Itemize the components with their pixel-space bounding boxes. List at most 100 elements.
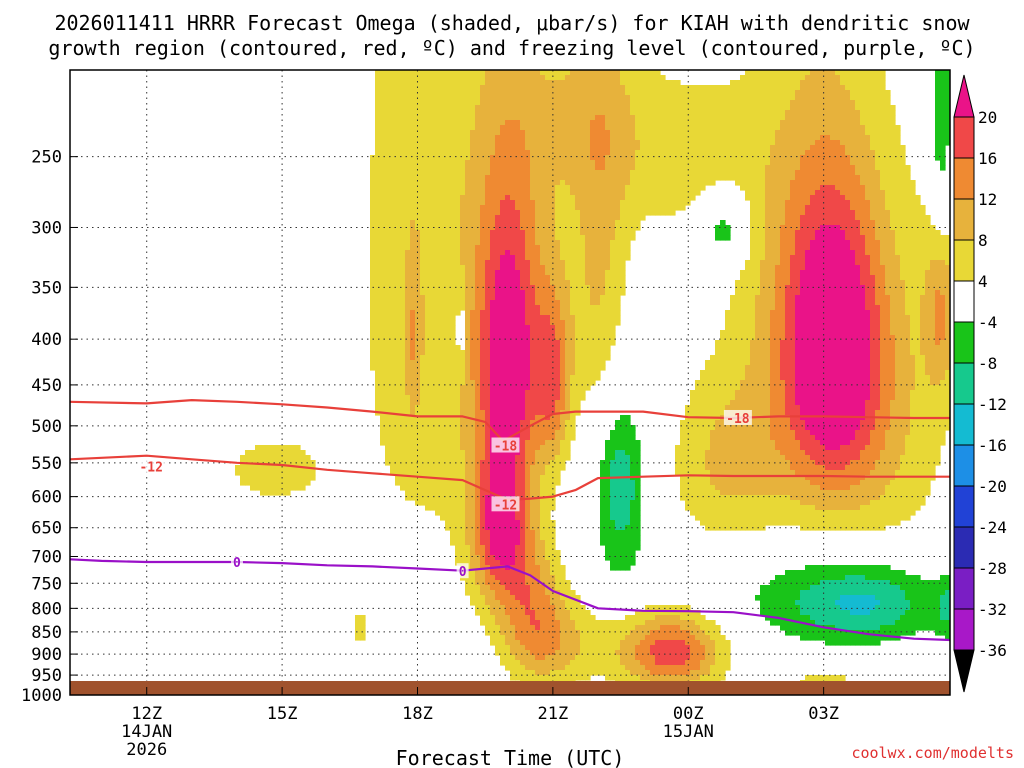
omega-cell (575, 305, 581, 311)
omega-cell (540, 505, 546, 511)
omega-cell (530, 90, 536, 96)
omega-cell (485, 480, 491, 486)
omega-cell (410, 375, 416, 381)
omega-cell (495, 285, 501, 291)
omega-cell (520, 135, 526, 141)
omega-cell (400, 360, 406, 366)
omega-cell (455, 425, 461, 431)
omega-cell (555, 585, 561, 591)
omega-cell (600, 180, 606, 186)
omega-cell (390, 255, 396, 261)
omega-cell (565, 310, 571, 316)
omega-cell (380, 70, 386, 76)
omega-cell (555, 210, 561, 216)
omega-cell (480, 190, 486, 196)
omega-cell (480, 100, 486, 106)
omega-cell (480, 110, 486, 116)
omega-cell (380, 415, 386, 421)
omega-cell (480, 490, 486, 496)
omega-cell (290, 455, 296, 461)
omega-cell (490, 175, 496, 181)
omega-cell (520, 225, 526, 231)
omega-cell (510, 190, 516, 196)
omega-cell (605, 230, 611, 236)
omega-cell (455, 510, 461, 516)
omega-cell (595, 100, 601, 106)
omega-cell (520, 370, 526, 376)
omega-cell (400, 115, 406, 121)
omega-cell (240, 475, 246, 481)
omega-cell (525, 155, 531, 161)
omega-cell (525, 310, 531, 316)
omega-cell (525, 480, 531, 486)
omega-cell (410, 395, 416, 401)
omega-cell (395, 140, 401, 146)
omega-cell (410, 120, 416, 126)
omega-cell (290, 445, 296, 451)
omega-cell (605, 190, 611, 196)
omega-cell (575, 360, 581, 366)
omega-cell (515, 555, 521, 561)
omega-cell (495, 290, 501, 296)
omega-cell (475, 500, 481, 506)
omega-cell (295, 450, 301, 456)
omega-cell (560, 380, 566, 386)
omega-cell (405, 490, 411, 496)
omega-cell (440, 290, 446, 296)
omega-cell (425, 275, 431, 281)
omega-cell (455, 435, 461, 441)
omega-cell (610, 535, 616, 541)
omega-cell (530, 115, 536, 121)
omega-cell (435, 310, 441, 316)
omega-cell (445, 115, 451, 121)
omega-cell (385, 265, 391, 271)
omega-cell (250, 480, 256, 486)
omega-cell (430, 210, 436, 216)
omega-cell (440, 345, 446, 351)
omega-cell (615, 190, 621, 196)
omega-cell (460, 230, 466, 236)
omega-cell (455, 505, 461, 511)
omega-cell (485, 420, 491, 426)
omega-cell (615, 95, 621, 101)
omega-cell (515, 360, 521, 366)
omega-cell (300, 460, 306, 466)
omega-cell (540, 400, 546, 406)
omega-cell (580, 360, 586, 366)
omega-cell (590, 380, 596, 386)
omega-cell (585, 675, 591, 681)
omega-cell (470, 515, 476, 521)
omega-cell (425, 240, 431, 246)
omega-cell (435, 165, 441, 171)
omega-cell (405, 415, 411, 421)
omega-cell (485, 350, 491, 356)
omega-cell (580, 180, 586, 186)
omega-cell (430, 350, 436, 356)
omega-cell (610, 460, 616, 466)
omega-cell (435, 315, 441, 321)
omega-cell (265, 470, 271, 476)
omega-cell (560, 620, 566, 626)
omega-cell (605, 185, 611, 191)
omega-cell (385, 380, 391, 386)
omega-cell (490, 205, 496, 211)
omega-cell (400, 135, 406, 141)
omega-cell (520, 215, 526, 221)
omega-cell (520, 625, 526, 631)
omega-cell (415, 230, 421, 236)
omega-cell (510, 560, 516, 566)
omega-cell (470, 560, 476, 566)
omega-cell (605, 660, 611, 666)
omega-cell (420, 260, 426, 266)
omega-cell (295, 465, 301, 471)
omega-cell (550, 180, 556, 186)
omega-cell (530, 125, 536, 131)
omega-cell (455, 165, 461, 171)
omega-cell (540, 225, 546, 231)
omega-cell (455, 200, 461, 206)
omega-cell (525, 95, 531, 101)
omega-cell (570, 645, 576, 651)
omega-cell (395, 240, 401, 246)
omega-cell (545, 205, 551, 211)
omega-cell (410, 345, 416, 351)
